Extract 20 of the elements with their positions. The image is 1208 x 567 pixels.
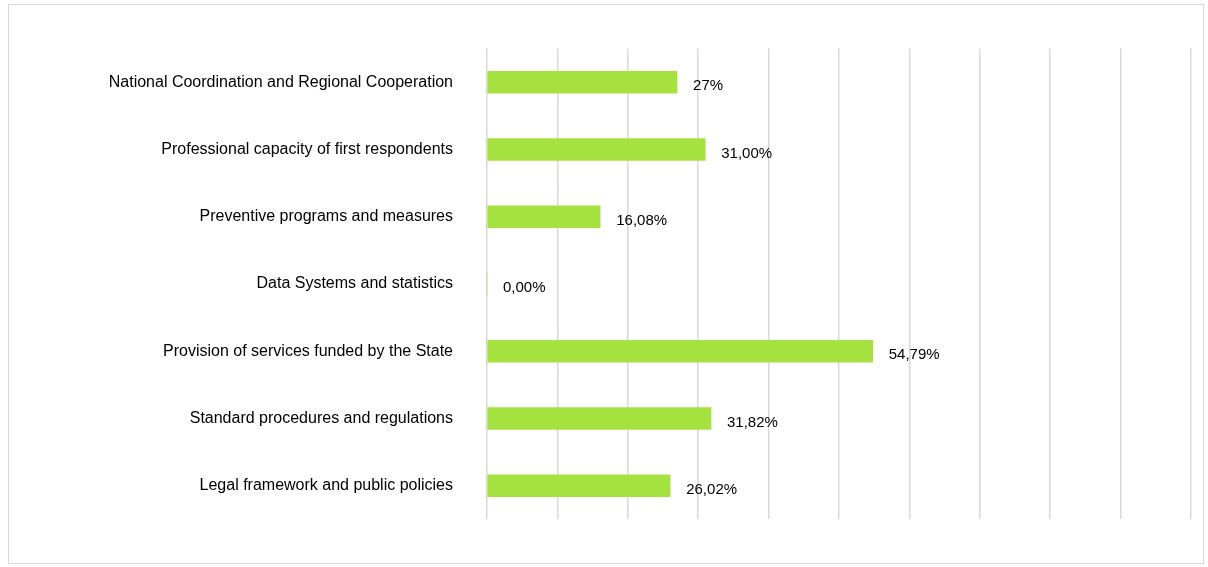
- data-label: 16,08%: [616, 210, 668, 228]
- bar: [487, 339, 874, 363]
- bar: [487, 70, 678, 94]
- bar: [487, 474, 671, 498]
- data-label: 0,00%: [503, 278, 546, 296]
- y-tick-label: Preventive programs and measures: [199, 207, 453, 225]
- y-tick-label: National Coordination and Regional Cooperation: [108, 72, 453, 90]
- data-label: 31,00%: [721, 143, 773, 161]
- data-label: 31,82%: [727, 412, 778, 430]
- y-tick-label: Professional capacity of first respondents: [161, 139, 453, 157]
- data-label: 27%: [693, 76, 724, 94]
- y-tick-label: Provision of services funded by the State: [163, 341, 454, 359]
- bar: [487, 205, 601, 229]
- bar: [487, 407, 712, 430]
- bar: [487, 138, 706, 161]
- y-tick-label: Data Systems and statistics: [256, 274, 453, 292]
- data-label: 26,02%: [686, 479, 738, 497]
- data-label: 54,79%: [888, 345, 940, 363]
- y-tick-label: Legal framework and public policies: [199, 476, 453, 494]
- y-tick-label: Standard procedures and regulations: [189, 408, 453, 426]
